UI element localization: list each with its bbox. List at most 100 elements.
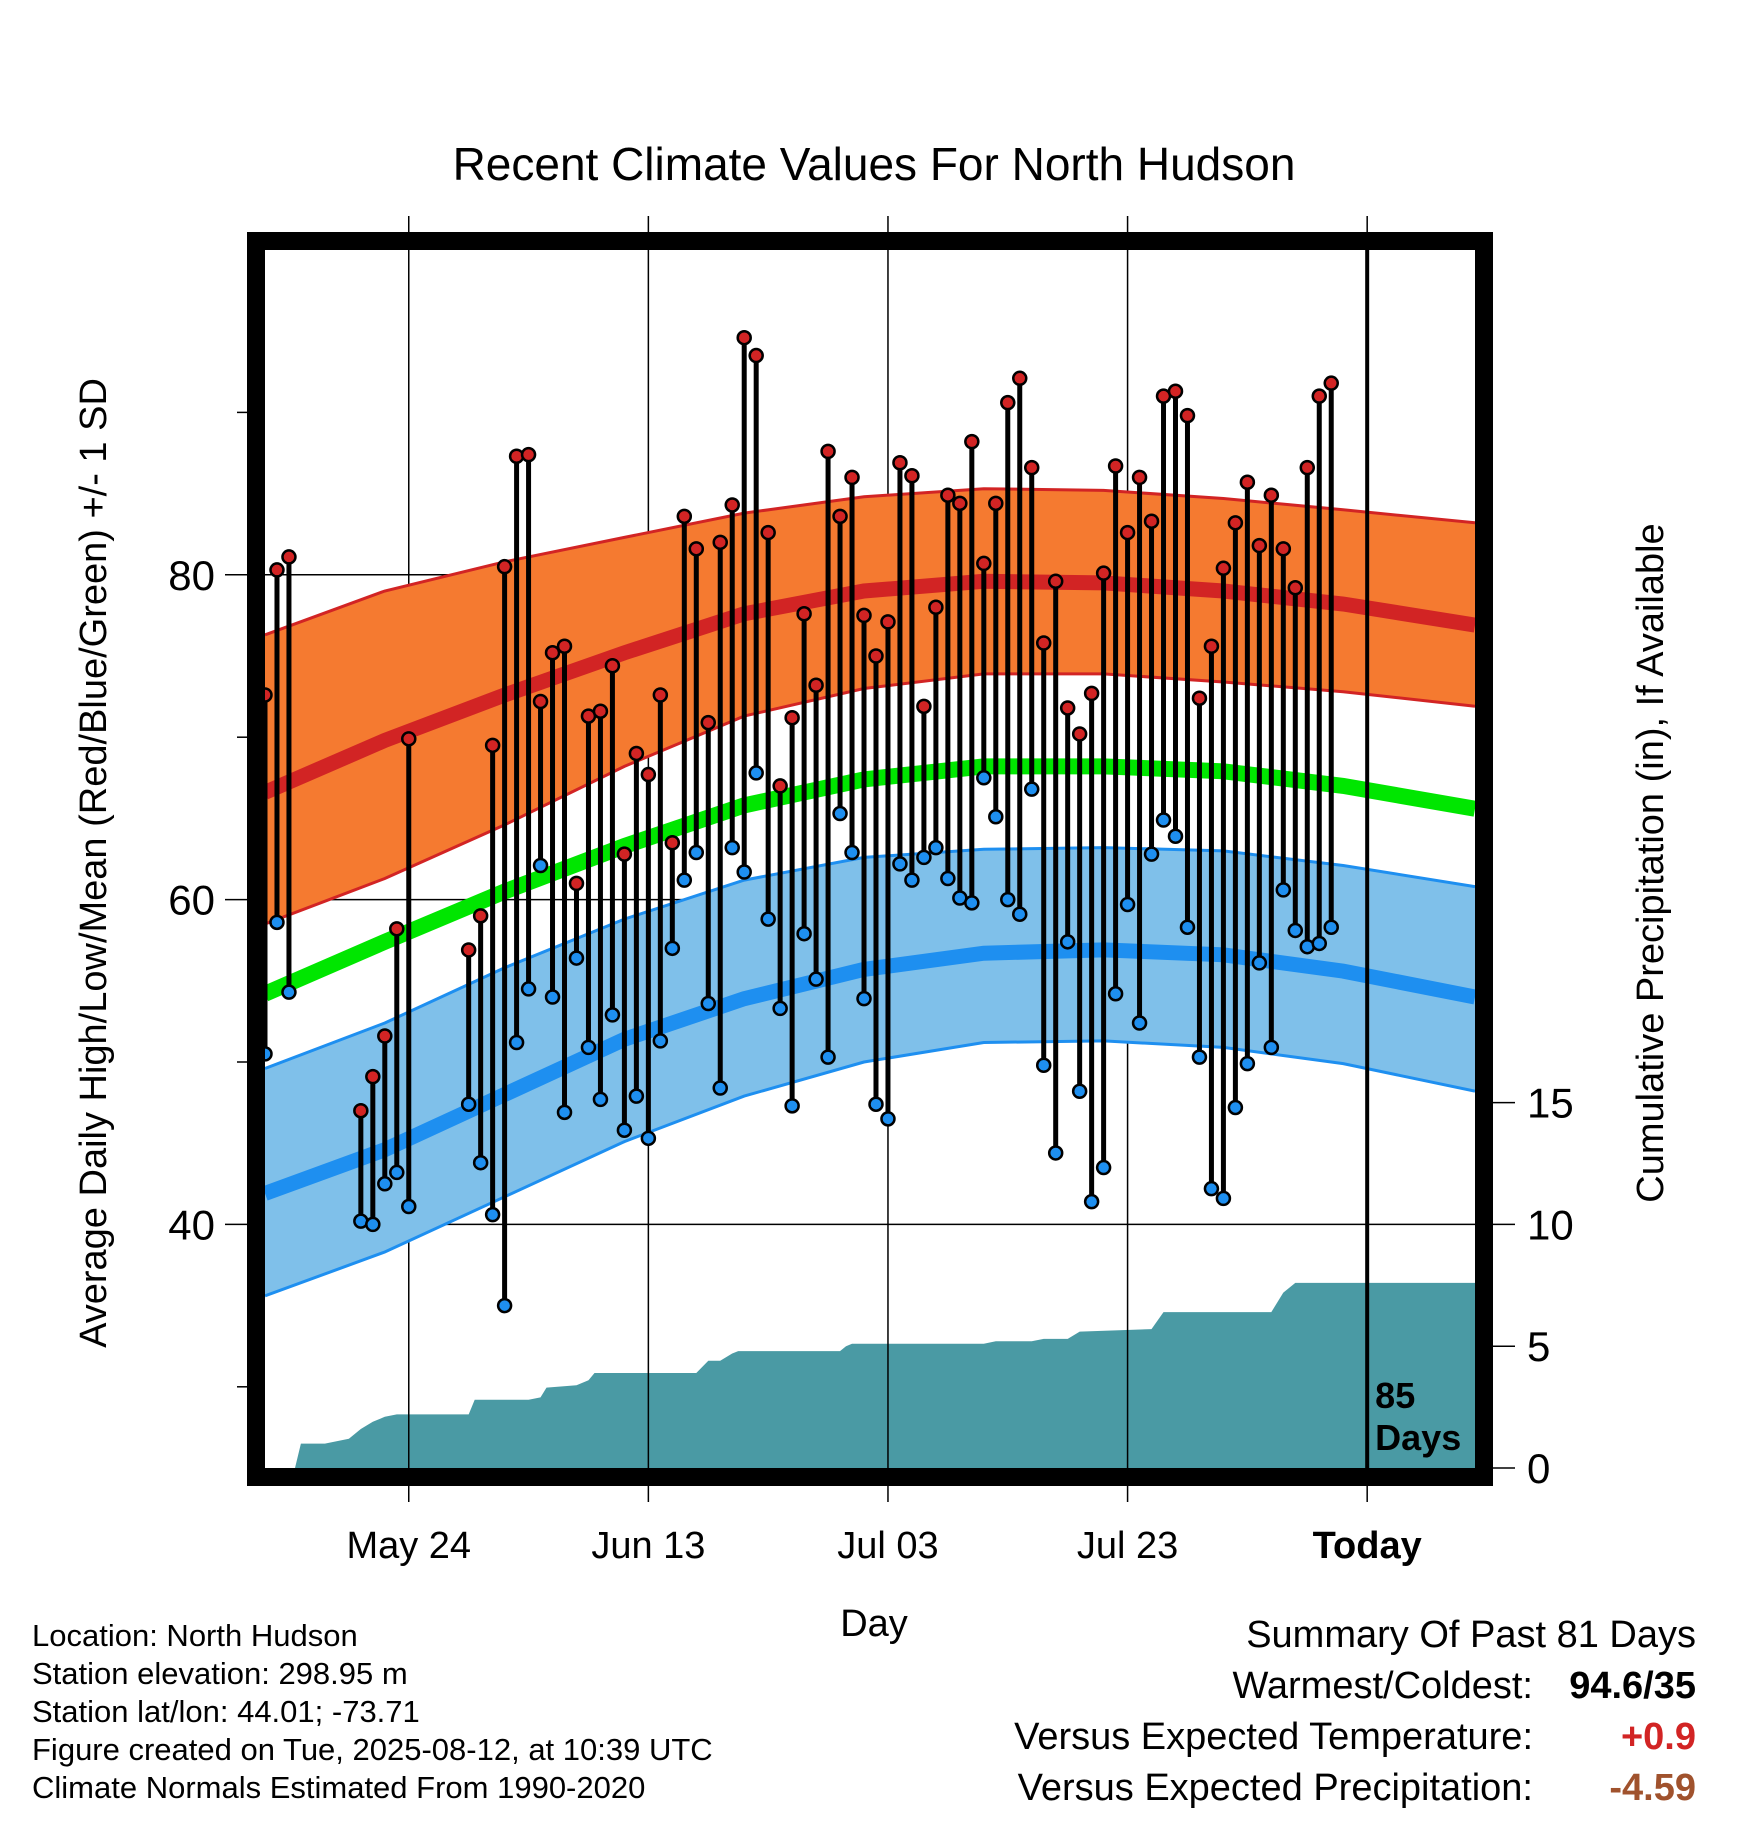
daily-high-point <box>520 446 537 463</box>
daily-high-point <box>389 921 405 937</box>
daily-low-point <box>1071 1083 1088 1099</box>
daily-high-point <box>616 846 633 862</box>
daily-high-point <box>281 549 297 565</box>
daily-low-point <box>1012 906 1028 922</box>
plot-frame <box>247 232 1493 1486</box>
daily-low-point <box>664 940 681 957</box>
daily-low-point <box>1167 828 1184 845</box>
daily-low-point <box>1287 922 1304 939</box>
y2-tick-label: 5 <box>1527 1323 1550 1370</box>
daily-low-point <box>652 1033 669 1049</box>
daily-low-point <box>724 839 740 856</box>
daily-high-point <box>1083 685 1100 702</box>
daily-high-point <box>1095 565 1112 581</box>
latlon-text: Station lat/lon: 44.01; -73.71 <box>32 1694 420 1729</box>
x-axis-label: Day <box>840 1603 908 1645</box>
daily-high-point <box>1239 474 1256 490</box>
elevation-text: Station elevation: 298.95 m <box>32 1656 408 1691</box>
daily-high-point <box>365 1068 381 1085</box>
daily-low-point <box>640 1130 657 1147</box>
daily-high-point <box>640 766 657 783</box>
daily-high-point <box>904 467 920 484</box>
daily-low-point <box>592 1091 609 1108</box>
daily-high-point <box>377 1028 393 1044</box>
daily-high-point <box>940 487 956 503</box>
daily-high-point <box>1215 560 1232 577</box>
daily-high-point <box>1275 541 1292 557</box>
daily-low-point <box>1227 1099 1244 1116</box>
daily-high-point <box>460 942 477 958</box>
daily-low-point <box>472 1154 489 1171</box>
y2-tick-label: 15 <box>1527 1080 1574 1127</box>
daily-low-point <box>1179 919 1196 935</box>
daily-low-point <box>377 1176 393 1192</box>
daily-low-point <box>544 989 561 1005</box>
daily-low-point <box>604 1007 621 1023</box>
daily-high-point <box>952 495 968 512</box>
daily-low-point <box>1275 882 1292 898</box>
daily-high-point <box>592 703 609 719</box>
daily-high-point <box>1119 524 1136 541</box>
daily-high-point <box>556 638 573 655</box>
daily-low-point <box>1131 1015 1148 1031</box>
low-minus-sd-line <box>265 1039 1475 1298</box>
y-tick-label: 60 <box>168 877 215 924</box>
daily-high-point <box>568 875 585 892</box>
daily-high-point <box>652 687 669 703</box>
daily-high-point <box>1023 459 1040 476</box>
daily-low-point <box>484 1206 501 1223</box>
daily-high-point <box>1071 726 1088 742</box>
y2-axis-label: Cumulative Precipitation (in), If Availa… <box>1630 523 1672 1202</box>
today-marker-line: 85 <box>1375 1375 1415 1416</box>
daily-high-point <box>796 606 812 622</box>
daily-low-point <box>389 1164 405 1181</box>
daily-low-point <box>964 895 980 911</box>
daily-high-point <box>856 607 872 624</box>
daily-high-point <box>676 508 693 525</box>
daily-high-point <box>1131 469 1148 486</box>
daily-low-point <box>772 1000 788 1017</box>
daily-high-point <box>1012 370 1028 387</box>
y-tick-label: 80 <box>168 552 215 599</box>
daily-low-point <box>868 1096 884 1112</box>
created-text: Figure created on Tue, 2025-08-12, at 10… <box>32 1732 713 1767</box>
location-text: Location: North Hudson <box>32 1618 358 1653</box>
daily-high-point <box>628 745 645 762</box>
daily-low-point <box>1311 935 1328 952</box>
daily-high-point <box>1191 690 1208 706</box>
precip-label: Versus Expected Precipitation: <box>1017 1767 1533 1809</box>
daily-low-point <box>1047 1145 1064 1161</box>
daily-low-point <box>1263 1039 1280 1056</box>
daily-high-point <box>1035 635 1052 651</box>
daily-low-point <box>580 1039 597 1056</box>
high-sd-band <box>265 488 1475 924</box>
daily-low-point <box>832 805 848 822</box>
daily-high-point <box>496 558 513 575</box>
daily-low-point <box>856 990 872 1007</box>
daily-low-point <box>688 844 705 861</box>
daily-low-point <box>748 765 764 781</box>
chart-title: Recent Climate Values For North Hudson <box>453 138 1296 190</box>
plot-area: 85 Days <box>265 250 1475 1468</box>
daily-low-point <box>1083 1193 1100 1210</box>
daily-high-point <box>664 835 681 851</box>
daily-low-point <box>365 1216 381 1233</box>
daily-high-point <box>1143 513 1160 529</box>
daily-high-point <box>1251 537 1268 554</box>
daily-high-point <box>964 433 980 450</box>
daily-low-point <box>496 1297 513 1314</box>
daily-low-point <box>281 984 297 1000</box>
daily-low-point <box>1239 1055 1256 1072</box>
daily-high-point <box>472 908 489 924</box>
daily-high-point <box>976 555 992 572</box>
daily-low-point <box>1023 781 1040 797</box>
temp-label: Versus Expected Temperature: <box>1014 1716 1533 1758</box>
daily-low-point <box>460 1096 477 1112</box>
daily-high-point <box>1107 458 1124 474</box>
daily-high-point <box>748 347 764 364</box>
daily-low-point <box>265 1046 273 1062</box>
daily-high-point <box>784 709 800 726</box>
daily-low-point <box>1251 955 1268 971</box>
daily-high-point <box>736 329 752 346</box>
x-tick-label: Jun 13 <box>591 1525 705 1567</box>
